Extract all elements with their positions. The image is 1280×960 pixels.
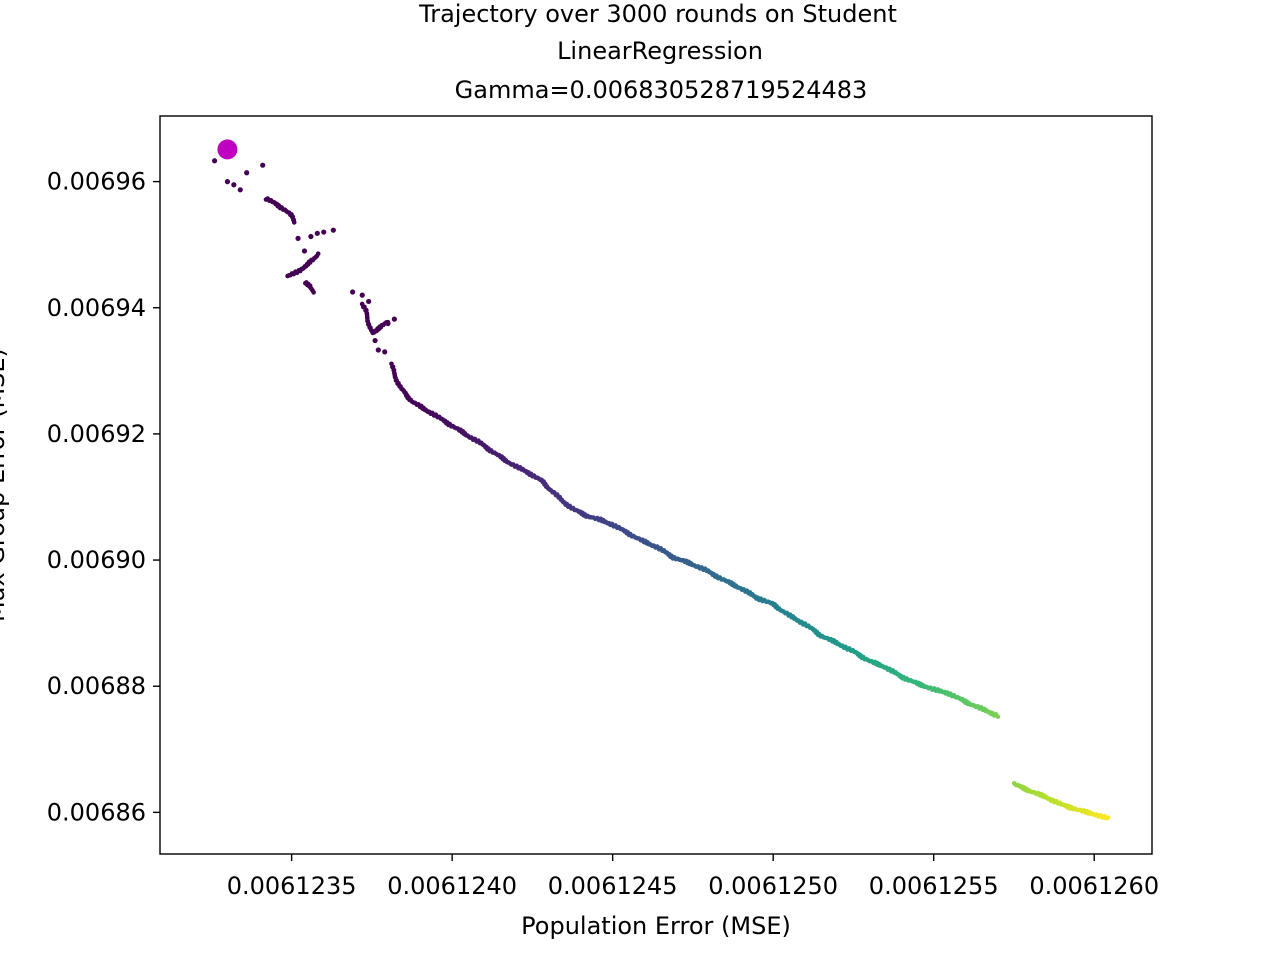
- trajectory-point: [231, 182, 237, 188]
- start-point: [217, 139, 238, 160]
- trajectory-point: [260, 162, 266, 168]
- y-tick-label: 0.00690: [47, 546, 146, 574]
- trajectory-point: [382, 349, 388, 355]
- x-tick-label: 0.0061240: [387, 872, 517, 900]
- y-tick-label: 0.00692: [47, 420, 146, 448]
- trajectory-point: [1105, 815, 1111, 820]
- chart-title: Trajectory over 3000 rounds on Student L…: [418, 0, 897, 104]
- chart-title-line-3: Gamma=0.006830528719524483: [455, 76, 868, 104]
- trajectory-point: [295, 235, 301, 241]
- trajectory-point: [391, 316, 397, 322]
- trajectory-point: [301, 248, 308, 254]
- trajectory-point: [237, 187, 243, 193]
- trajectory-point: [311, 290, 316, 295]
- y-tick-label: 0.00688: [47, 672, 146, 700]
- x-tick-label: 0.0061255: [869, 872, 999, 900]
- x-axis: 0.0061235 0.0061240 0.0061245 0.0061250 0.00…: [227, 854, 1159, 900]
- x-tick-label: 0.0061250: [708, 872, 838, 900]
- x-axis-label: Population Error (MSE): [521, 912, 791, 940]
- trajectory-point: [224, 179, 231, 185]
- trajectory-point: [350, 289, 356, 295]
- trajectory-point: [211, 158, 218, 164]
- trajectory-point: [375, 347, 381, 353]
- trajectory-point: [315, 251, 321, 256]
- trajectory-point: [321, 229, 327, 235]
- y-axis: 0.00686 0.00688 0.00690 0.00692 0.00694 0.006…: [47, 168, 160, 826]
- plot-frame: [159, 115, 1153, 855]
- trajectory-point: [314, 230, 320, 236]
- trajectory-point: [372, 337, 378, 344]
- trajectory-point: [359, 292, 365, 298]
- chart-title-line-1: Trajectory over 3000 rounds on Student: [418, 0, 897, 28]
- trajectory-point: [366, 298, 372, 305]
- y-tick-label: 0.00686: [47, 798, 146, 826]
- plot-area: [211, 139, 1111, 821]
- trajectory-point: [330, 227, 336, 233]
- trajectory-point: [385, 320, 391, 327]
- trajectory-point: [308, 233, 314, 240]
- x-tick-label: 0.0061260: [1029, 872, 1159, 900]
- trajectory-point: [244, 170, 250, 176]
- y-tick-label: 0.00696: [47, 168, 146, 196]
- x-tick-label: 0.0061245: [548, 872, 678, 900]
- y-axis-label: Max Group Error (MSE): [0, 348, 10, 622]
- x-tick-label: 0.0061235: [227, 872, 357, 900]
- y-tick-label: 0.00694: [47, 294, 146, 322]
- trajectory-point: [291, 220, 297, 225]
- trajectory-point: [995, 714, 1001, 719]
- chart-title-line-2: LinearRegression: [557, 37, 763, 65]
